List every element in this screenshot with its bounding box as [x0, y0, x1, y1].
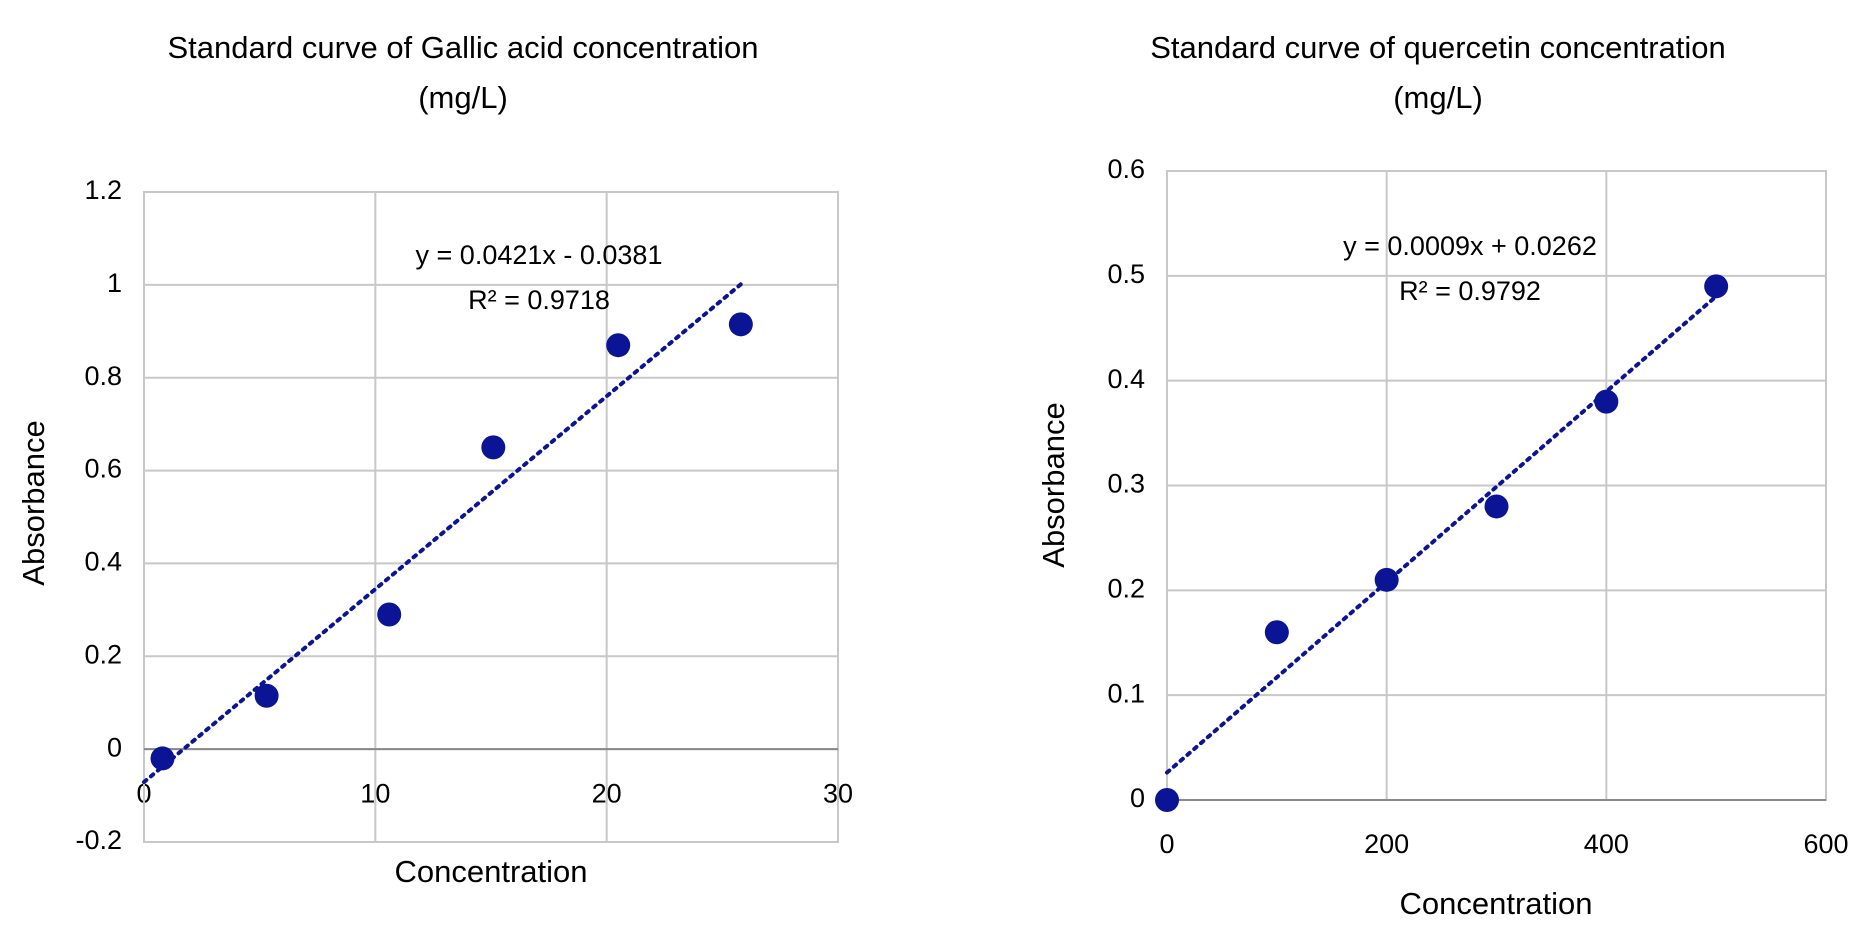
y-tick-label: 0.8 [84, 361, 122, 391]
y-tick-label: 0.5 [1107, 259, 1145, 289]
trendline-equation: y = 0.0009x + 0.0262 [1343, 231, 1597, 261]
x-tick-label: 10 [360, 778, 390, 808]
plot-frame [143, 191, 839, 843]
data-point [481, 435, 506, 460]
chart-title: (mg/L) [1393, 80, 1483, 115]
data-point [377, 602, 402, 627]
r-squared: R² = 0.9718 [468, 285, 610, 315]
r-squared: R² = 0.9792 [1399, 276, 1541, 306]
data-point [1594, 389, 1619, 414]
y-tick-label: -0.2 [75, 825, 122, 855]
data-point [1374, 567, 1399, 592]
y-tick-label: 1 [107, 268, 122, 298]
y-tick-label: 0.3 [1107, 469, 1145, 499]
x-axis-label: Concentration [394, 854, 587, 889]
data-point [1155, 788, 1179, 812]
data-point [606, 333, 631, 358]
y-tick-label: 1.2 [84, 175, 122, 205]
chart-title: Standard curve of Gallic acid concentrat… [167, 30, 758, 65]
y-tick-label: 0.1 [1107, 678, 1145, 708]
y-tick-label: 0.4 [84, 547, 122, 577]
data-point [1704, 274, 1729, 299]
data-point [1264, 620, 1289, 645]
data-point [150, 746, 175, 771]
x-axis-label: Concentration [1399, 886, 1592, 921]
y-tick-label: 0.2 [84, 639, 122, 669]
x-tick-label: 200 [1364, 829, 1409, 859]
y-tick-label: 0 [107, 732, 122, 762]
y-tick-label: 0.6 [84, 454, 122, 484]
y-axis-label: Absorbance [1036, 402, 1071, 567]
trendline-equation: y = 0.0421x - 0.0381 [416, 240, 663, 270]
chart-title: (mg/L) [418, 80, 508, 115]
data-point [728, 312, 753, 337]
x-tick-label: 600 [1803, 829, 1848, 859]
data-point [1484, 494, 1509, 519]
y-tick-label: 0.2 [1107, 573, 1145, 603]
x-tick-label: 400 [1584, 829, 1629, 859]
y-tick-label: 0 [1130, 783, 1145, 813]
x-tick-label: 0 [1159, 829, 1174, 859]
x-tick-label: 20 [592, 778, 622, 808]
trendline [142, 282, 743, 785]
trendline [1165, 294, 1719, 775]
y-tick-label: 0.4 [1107, 364, 1145, 394]
y-axis-label: Absorbance [16, 420, 51, 585]
data-point [254, 683, 279, 708]
chart-title: Standard curve of quercetin concentratio… [1150, 30, 1726, 65]
y-tick-label: 0.6 [1107, 154, 1145, 184]
